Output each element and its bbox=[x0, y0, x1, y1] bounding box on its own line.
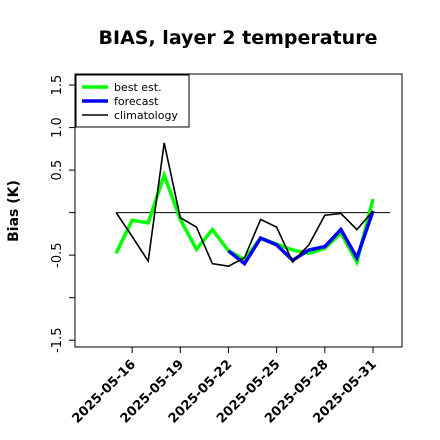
data-series bbox=[114, 142, 375, 268]
y-tick-label: -0.5 bbox=[50, 242, 65, 267]
y-tick-label: 1.0 bbox=[50, 117, 65, 138]
y-tick-label: 1.5 bbox=[50, 75, 65, 96]
y-axis-ticks: -1.5 -0.5 0.5 1.0 1.5 bbox=[50, 75, 75, 353]
legend-box bbox=[75, 74, 190, 128]
y-tick-label: -1.5 bbox=[50, 328, 65, 353]
series-line-climatology bbox=[115, 142, 374, 268]
chart-title: BIAS, layer 2 temperature bbox=[99, 27, 378, 49]
y-tick-label: 0.5 bbox=[50, 160, 65, 181]
plot-area bbox=[74, 73, 403, 348]
x-axis-ticks: 2025-05-162025-05-192025-05-222025-05-25… bbox=[70, 347, 380, 427]
legend-entry: forecast bbox=[114, 95, 159, 108]
y-axis-label: Bias (K) bbox=[6, 180, 22, 242]
series-line-forecast bbox=[227, 210, 375, 267]
legend-entry: climatology bbox=[114, 109, 178, 122]
legend-entry: best est. bbox=[114, 81, 162, 94]
